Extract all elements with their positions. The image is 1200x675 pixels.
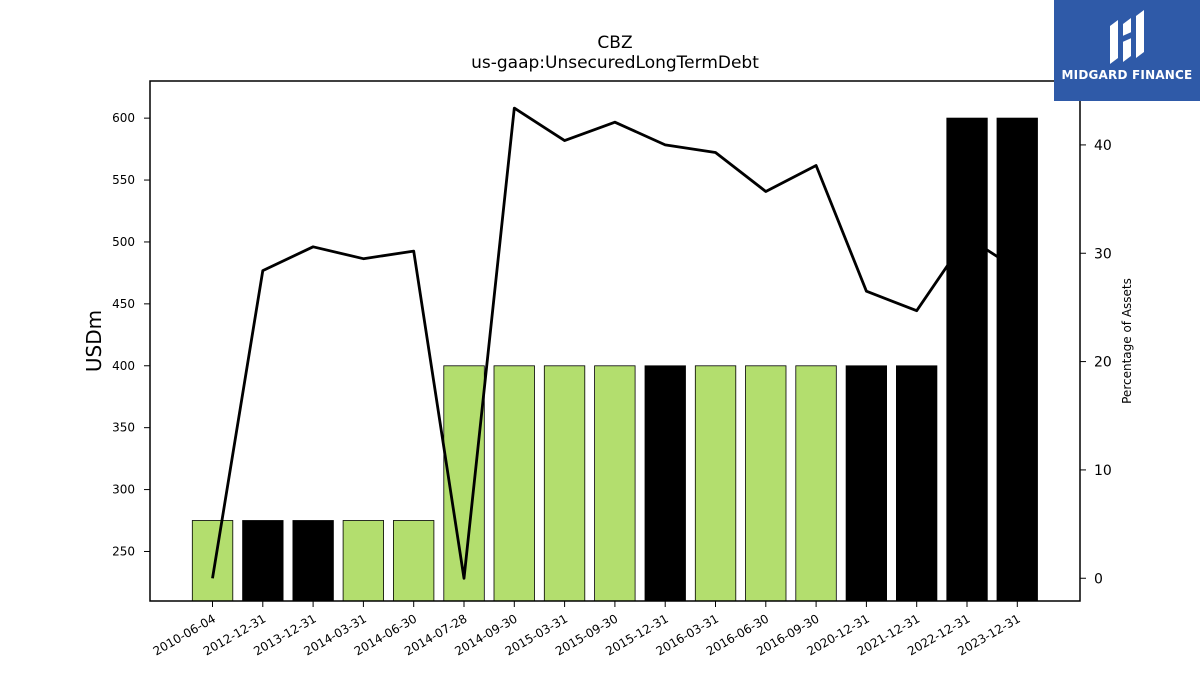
x-axis: 2010-06-042012-12-312013-12-312014-03-31…	[151, 601, 1023, 658]
y-tick-label-350: 350	[112, 421, 135, 435]
y2-tick-label-0: 0	[1094, 571, 1103, 587]
percentage-line	[211, 106, 1019, 580]
bar-2010-06-04	[191, 520, 234, 602]
y-tick-label-300: 300	[112, 483, 135, 497]
y2-tick-label-40: 40	[1094, 138, 1112, 154]
bar-2016-03-31	[694, 365, 737, 602]
bar-2012-12-31	[242, 520, 284, 602]
y2-tick-label-20: 20	[1094, 355, 1112, 371]
bar-2021-12-31	[896, 365, 938, 602]
y-tick-label-550: 550	[112, 173, 135, 187]
bar-2022-12-31	[946, 117, 988, 602]
y-tick-label-250: 250	[112, 544, 135, 558]
line-group	[211, 106, 1019, 580]
logo: MIDGARD FINANCE	[1054, 0, 1200, 101]
y-axis-label: USDm	[82, 310, 106, 372]
bar-2015-12-31	[644, 365, 686, 602]
bars-group	[191, 117, 1038, 602]
bar-2015-09-30	[594, 365, 636, 602]
y-axis-right: 0 10 20 30 40	[1080, 138, 1112, 587]
bar-2013-12-31	[292, 520, 334, 602]
bar-2020-12-31	[845, 365, 887, 602]
bar-2014-03-31	[342, 520, 385, 602]
bar-2023-12-31	[996, 117, 1038, 602]
y-tick-label-500: 500	[112, 235, 135, 249]
y2-axis-label: Percentage of Assets	[1120, 278, 1134, 404]
midgard-logo-icon	[1110, 10, 1144, 64]
y-axis-left: 250 300 350 400 450 500 550 600	[112, 111, 150, 558]
bar-2015-03-31	[543, 365, 586, 602]
y-tick-label-450: 450	[112, 297, 135, 311]
bar-2016-06-30	[745, 365, 787, 602]
logo-text: MIDGARD FINANCE	[1061, 68, 1193, 82]
y-tick-label-400: 400	[112, 359, 135, 373]
y-tick-label-600: 600	[112, 111, 135, 125]
chart-title: CBZ	[597, 33, 632, 53]
bar-2014-09-30	[493, 365, 535, 602]
chart-subtitle: us-gaap:UnsecuredLongTermDebt	[471, 53, 759, 73]
y2-tick-label-10: 10	[1094, 463, 1112, 479]
bar-2014-06-30	[392, 520, 435, 602]
bar-2016-09-30	[795, 365, 837, 602]
y2-tick-label-30: 30	[1094, 246, 1112, 262]
